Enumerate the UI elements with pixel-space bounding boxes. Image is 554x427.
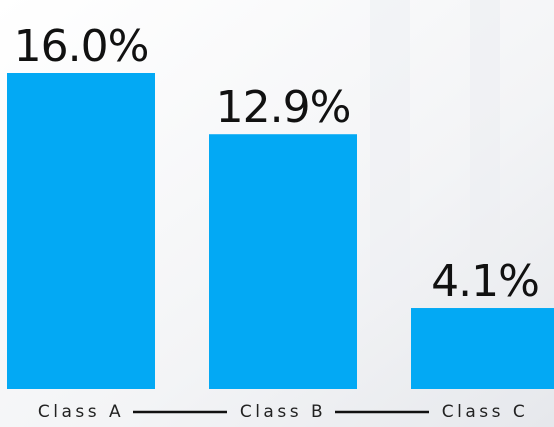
x-tick-label: Class C [442,402,529,422]
background-window [470,0,500,300]
page: 16.0%Class A12.9%Class B4.1%Class C (() … [0,0,554,427]
background-window [370,0,410,300]
x-tick-label: Class A [38,402,124,422]
value-label: 16.0% [14,21,149,72]
chart: 16.0% Class A 12.9% Class B 4.1% Class C [0,0,554,427]
value-label: 12.9% [216,82,351,133]
bar [411,308,554,389]
bar [209,134,357,389]
x-tick-label: Class B [240,402,326,422]
bar [7,73,155,389]
value-label: 4.1% [431,256,539,307]
